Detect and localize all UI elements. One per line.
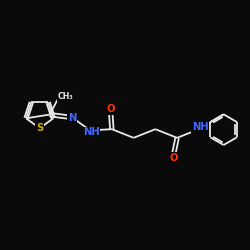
Text: N: N [68, 112, 76, 122]
Text: CH₃: CH₃ [57, 92, 73, 101]
Text: NH: NH [83, 128, 100, 138]
Text: NH: NH [192, 122, 208, 132]
Text: S: S [36, 123, 43, 133]
Text: O: O [169, 153, 178, 163]
Text: O: O [106, 104, 115, 114]
